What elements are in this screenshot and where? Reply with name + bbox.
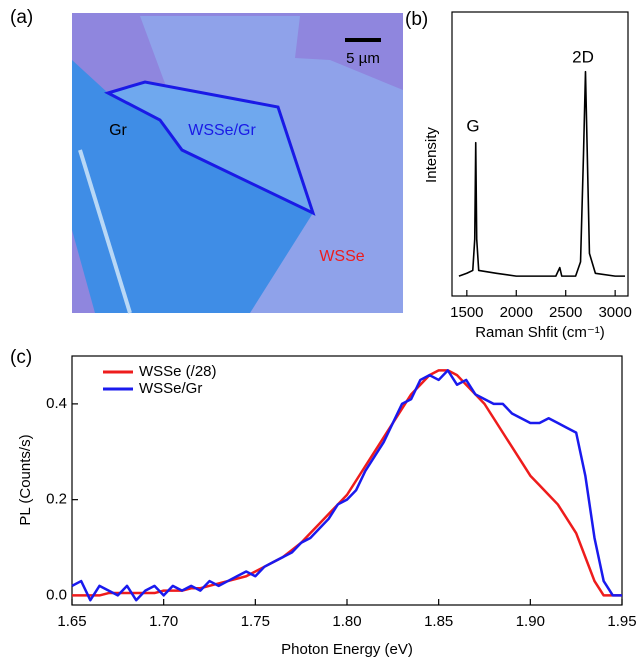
y-axis-title: PL (Counts/s) [17, 434, 34, 525]
plot-frame [451, 11, 629, 297]
scale-label: 5 µm [346, 50, 380, 67]
x-axis-title: Photon Energy (eV) [281, 641, 413, 658]
overlap-region [108, 82, 313, 213]
x-tick-label: 1.70 [149, 613, 178, 630]
x-tick-label: 3000 [598, 304, 631, 321]
y-axis-title: Intensity [423, 127, 440, 183]
x-tick-label: 1.75 [241, 613, 270, 630]
x-tick-label: 1.90 [516, 613, 545, 630]
y-tick-label: 0.0 [46, 586, 67, 603]
legend-label: WSSe (/28) [139, 363, 217, 380]
micrograph: 5 µm Gr WSSe/Gr WSSe [72, 13, 403, 314]
data-line [458, 70, 626, 277]
y-tick-label: 0.2 [46, 491, 67, 508]
x-tick-label: 1500 [450, 304, 483, 321]
peak-label: 2D [572, 47, 594, 66]
panel-label: (a) [10, 7, 33, 28]
outline [104, 80, 316, 216]
y-tick-label: 0.4 [46, 395, 67, 412]
x-tick-label: 1.65 [57, 613, 86, 630]
x-tick-label: 1.85 [424, 613, 453, 630]
legend-label: WSSe/Gr [139, 380, 202, 397]
region-label: WSSe/Gr [188, 122, 256, 139]
x-tick-label: 1.95 [607, 613, 636, 630]
x-tick-label: 2000 [500, 304, 533, 321]
fold [78, 149, 132, 314]
region-label: Gr [109, 122, 127, 139]
graphite-flake [72, 60, 313, 313]
panel-label: (c) [10, 347, 32, 368]
data-line [71, 369, 622, 602]
x-tick-label: 1.80 [332, 613, 361, 630]
region-label: WSSe [319, 248, 364, 265]
x-axis-title: Raman Shfit (cm⁻¹) [475, 324, 605, 341]
data-line [72, 369, 622, 597]
panel-label: (b) [405, 9, 428, 30]
peak-label: G [466, 116, 479, 135]
x-tick-label: 2500 [549, 304, 582, 321]
